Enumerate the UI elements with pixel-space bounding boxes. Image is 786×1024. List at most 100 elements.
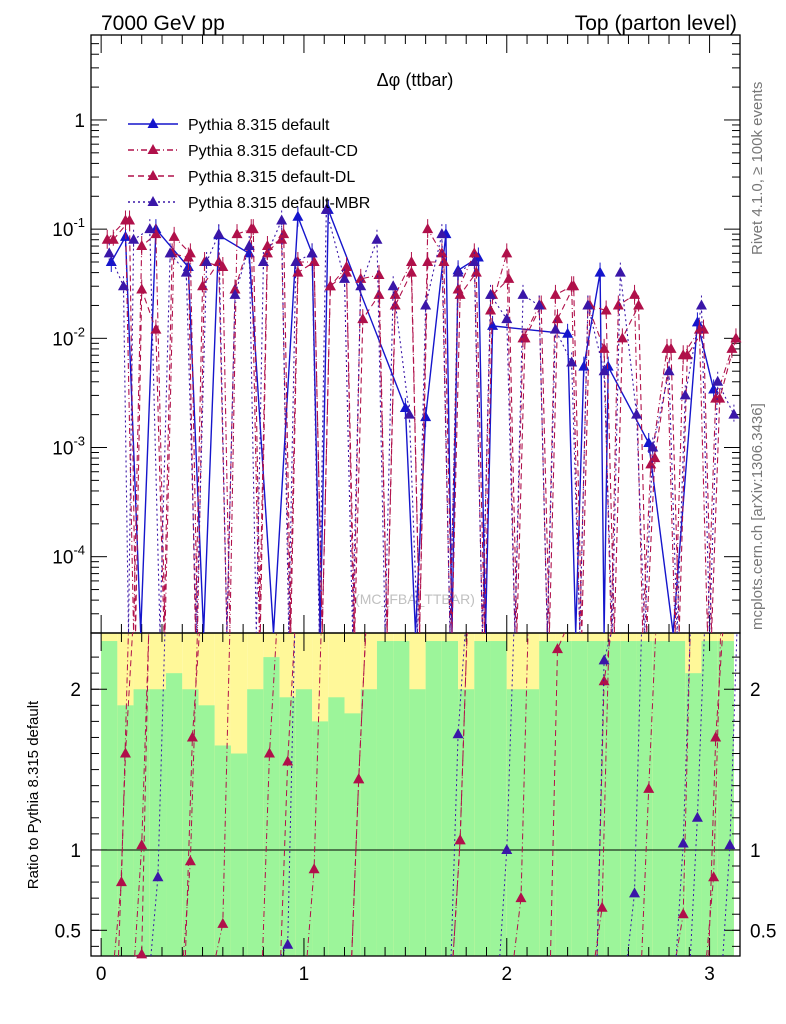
ratio-band-green — [230, 753, 248, 956]
ratio-band-green — [636, 641, 653, 956]
series-line-2 — [112, 219, 737, 634]
data-point — [182, 251, 194, 262]
ratio-y-label: Ratio to Pythia 8.315 default — [25, 700, 42, 889]
data-point — [487, 319, 499, 330]
data-point — [164, 247, 176, 258]
data-point — [562, 327, 574, 338]
data-point — [436, 228, 448, 239]
x-tick-label: 1 — [299, 964, 310, 985]
data-point — [150, 228, 162, 239]
data-point — [355, 280, 367, 291]
x-tick-label: 2 — [501, 964, 512, 985]
ratio-band-green — [458, 689, 475, 956]
data-point — [290, 256, 302, 267]
data-point — [578, 360, 590, 371]
data-point — [257, 256, 269, 267]
ratio-data-point — [724, 839, 736, 850]
ratio-band-green — [344, 713, 361, 956]
ratio-band-green — [312, 721, 329, 956]
legend-label: Pythia 8.315 default — [188, 117, 330, 134]
data-point — [405, 256, 417, 267]
ratio-data-point — [691, 811, 703, 822]
ratio-data-point — [551, 643, 563, 654]
ratio-band-green — [587, 641, 605, 956]
data-point — [598, 342, 610, 353]
data-point — [387, 280, 399, 291]
series-line-1 — [106, 219, 733, 634]
ratio-band-green — [685, 673, 702, 956]
data-point — [665, 342, 677, 353]
data-point — [292, 266, 304, 277]
data-point — [201, 256, 213, 267]
data-point — [438, 256, 450, 267]
ratio-data-point — [596, 901, 608, 912]
legend-marker — [147, 144, 159, 154]
ratio-band-green — [652, 641, 670, 956]
data-point — [422, 223, 434, 234]
series-line-0 — [110, 209, 715, 634]
data-point — [598, 365, 610, 376]
ratio-data-point — [708, 871, 720, 882]
ratio-tick-label-right: 0.5 — [750, 921, 776, 942]
ratio-data-point — [677, 908, 689, 919]
ratio-band-green — [393, 641, 410, 956]
data-point — [243, 240, 255, 251]
plot-layer: 10-4 10-3 10-2 10-1 1 0.5 0.5 1 1 2 2 0 1 2 3 Pythia 8.… — [52, 34, 776, 985]
ratio-data-point — [308, 863, 320, 874]
data-point — [594, 266, 606, 277]
data-point — [247, 223, 259, 234]
data-point — [551, 313, 563, 324]
data-point — [197, 280, 209, 291]
data-point — [150, 323, 162, 334]
data-point — [306, 247, 318, 258]
ratio-data-point — [629, 887, 641, 898]
data-point — [633, 299, 645, 310]
data-point — [389, 299, 401, 310]
ratio-tick-label-right: 2 — [750, 680, 761, 701]
data-point — [103, 247, 115, 258]
data-point — [714, 392, 726, 403]
data-point — [454, 288, 466, 299]
ratio-band-green — [214, 745, 231, 956]
data-point — [324, 280, 336, 291]
header-left: 7000 GeV pp — [101, 12, 225, 35]
ratio-band-green — [117, 705, 134, 956]
data-point — [136, 283, 148, 294]
ratio-band-green — [620, 641, 637, 956]
ratio-data-point — [186, 731, 198, 742]
ratio-data-point — [282, 755, 294, 766]
legend-label: Pythia 8.315 default-MBR — [188, 195, 370, 212]
data-point — [600, 304, 612, 315]
data-point — [730, 332, 742, 343]
ratio-tick-label-left: 0.5 — [55, 921, 81, 942]
ratio-data-point — [515, 892, 527, 903]
chart-title: Δφ (ttbar) — [377, 70, 454, 90]
data-point — [420, 299, 432, 310]
data-point — [371, 233, 383, 244]
data-point — [647, 441, 659, 452]
data-point — [582, 299, 594, 310]
ratio-band-green — [182, 689, 199, 956]
data-point — [695, 299, 707, 310]
ratio-data-point — [452, 728, 464, 739]
ratio-band-green — [101, 641, 118, 956]
data-point — [470, 266, 482, 277]
data-point — [308, 256, 320, 267]
data-point — [681, 349, 693, 360]
data-point — [105, 256, 117, 267]
x-tick-label: 0 — [96, 964, 107, 985]
ratio-data-point — [598, 654, 610, 665]
ratio-data-point — [136, 948, 148, 959]
data-point — [117, 280, 129, 291]
data-point — [728, 408, 740, 419]
y-tick-exponent: -4 — [73, 543, 85, 558]
data-point — [276, 214, 288, 225]
data-point — [229, 283, 241, 294]
data-point — [708, 383, 720, 394]
data-point — [180, 266, 192, 277]
ratio-tick-label-left: 1 — [70, 841, 81, 862]
data-point — [614, 266, 626, 277]
ratio-tick-label-left: 2 — [70, 680, 81, 701]
x-tick-label: 3 — [704, 964, 715, 985]
